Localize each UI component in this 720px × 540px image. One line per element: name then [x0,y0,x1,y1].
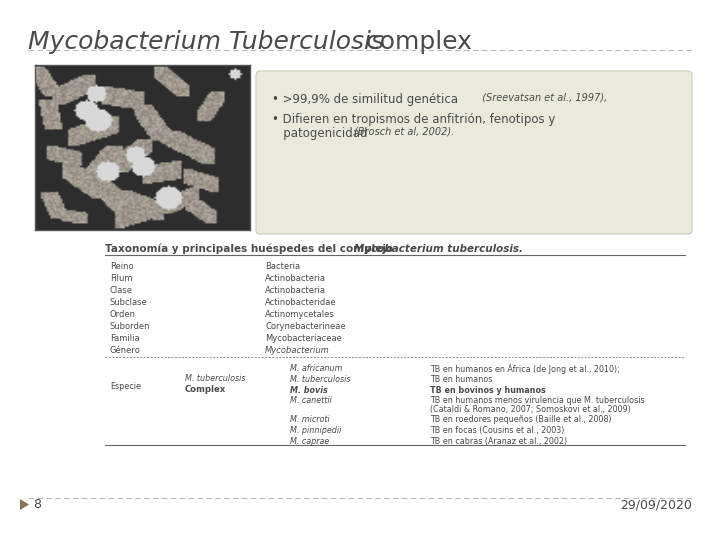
Text: M. bovis: M. bovis [290,386,328,395]
FancyBboxPatch shape [256,71,692,234]
Text: complex: complex [358,30,472,54]
Text: M. canettii: M. canettii [290,396,332,406]
Text: TB en cabras (Aranaz et al., 2002): TB en cabras (Aranaz et al., 2002) [430,437,567,446]
Text: Actinobacteria: Actinobacteria [265,274,326,283]
Text: M. pinnipedii: M. pinnipedii [290,426,341,435]
Text: Suborden: Suborden [110,322,150,331]
Text: Mycobacteriaceae: Mycobacteriaceae [265,334,342,343]
Text: Especie: Especie [110,382,141,391]
Text: Familia: Familia [110,334,140,343]
Text: M. africanum: M. africanum [290,364,343,373]
Text: Actinobacteridae: Actinobacteridae [265,298,337,307]
Text: Mycobacterium Tuberculosis: Mycobacterium Tuberculosis [28,30,384,54]
Text: TB en humanos en África (de Jong et al., 2010);: TB en humanos en África (de Jong et al.,… [430,364,620,375]
Text: Actinobacteria: Actinobacteria [265,286,326,295]
Text: • Difieren en tropismos de anfitrión, fenotipos y: • Difieren en tropismos de anfitrión, fe… [272,113,555,126]
Text: Clase: Clase [110,286,133,295]
Text: M. tuberculosis: M. tuberculosis [185,374,246,383]
Text: Orden: Orden [110,310,136,319]
Text: (Cataldi & Romano, 2007; Somoskovi et al., 2009): (Cataldi & Romano, 2007; Somoskovi et al… [430,404,631,414]
Text: Mycobacterium tuberculosis.: Mycobacterium tuberculosis. [354,244,523,254]
Text: M. caprae: M. caprae [290,437,329,446]
Text: Reino: Reino [110,262,134,271]
Text: M. tuberculosis: M. tuberculosis [290,375,351,384]
Text: Taxonomía y principales huéspedes del complejo: Taxonomía y principales huéspedes del co… [105,244,397,254]
Polygon shape [20,499,29,510]
Text: M. microti: M. microti [290,415,330,424]
Text: TB en bovinos y humanos: TB en bovinos y humanos [430,386,546,395]
Text: TB en humanos: TB en humanos [430,375,492,384]
Text: Complex: Complex [185,385,226,394]
Text: Actinomycetales: Actinomycetales [265,310,335,319]
Text: (Brosch et al, 2002).: (Brosch et al, 2002). [351,127,454,137]
Text: TB en focas (Cousins et al., 2003): TB en focas (Cousins et al., 2003) [430,426,564,435]
Text: Subclase: Subclase [110,298,148,307]
Text: Género: Género [110,346,141,355]
Text: TB en humanos menos virulencia que M. tuberculosis: TB en humanos menos virulencia que M. tu… [430,396,644,406]
Text: patogenicidad: patogenicidad [272,127,367,140]
Text: Filum: Filum [110,274,132,283]
Text: • >99,9% de similitud genética: • >99,9% de similitud genética [272,93,458,106]
Text: 8: 8 [33,498,41,511]
Text: Bacteria: Bacteria [265,262,300,271]
Text: Mycobacterium: Mycobacterium [265,346,330,355]
Text: (Sreevatsan et al., 1997),: (Sreevatsan et al., 1997), [476,92,607,102]
Text: 29/09/2020: 29/09/2020 [620,498,692,511]
Text: TB en roedores pequeños (Baille et al., 2008): TB en roedores pequeños (Baille et al., … [430,415,611,424]
Text: Corynebacterineae: Corynebacterineae [265,322,346,331]
